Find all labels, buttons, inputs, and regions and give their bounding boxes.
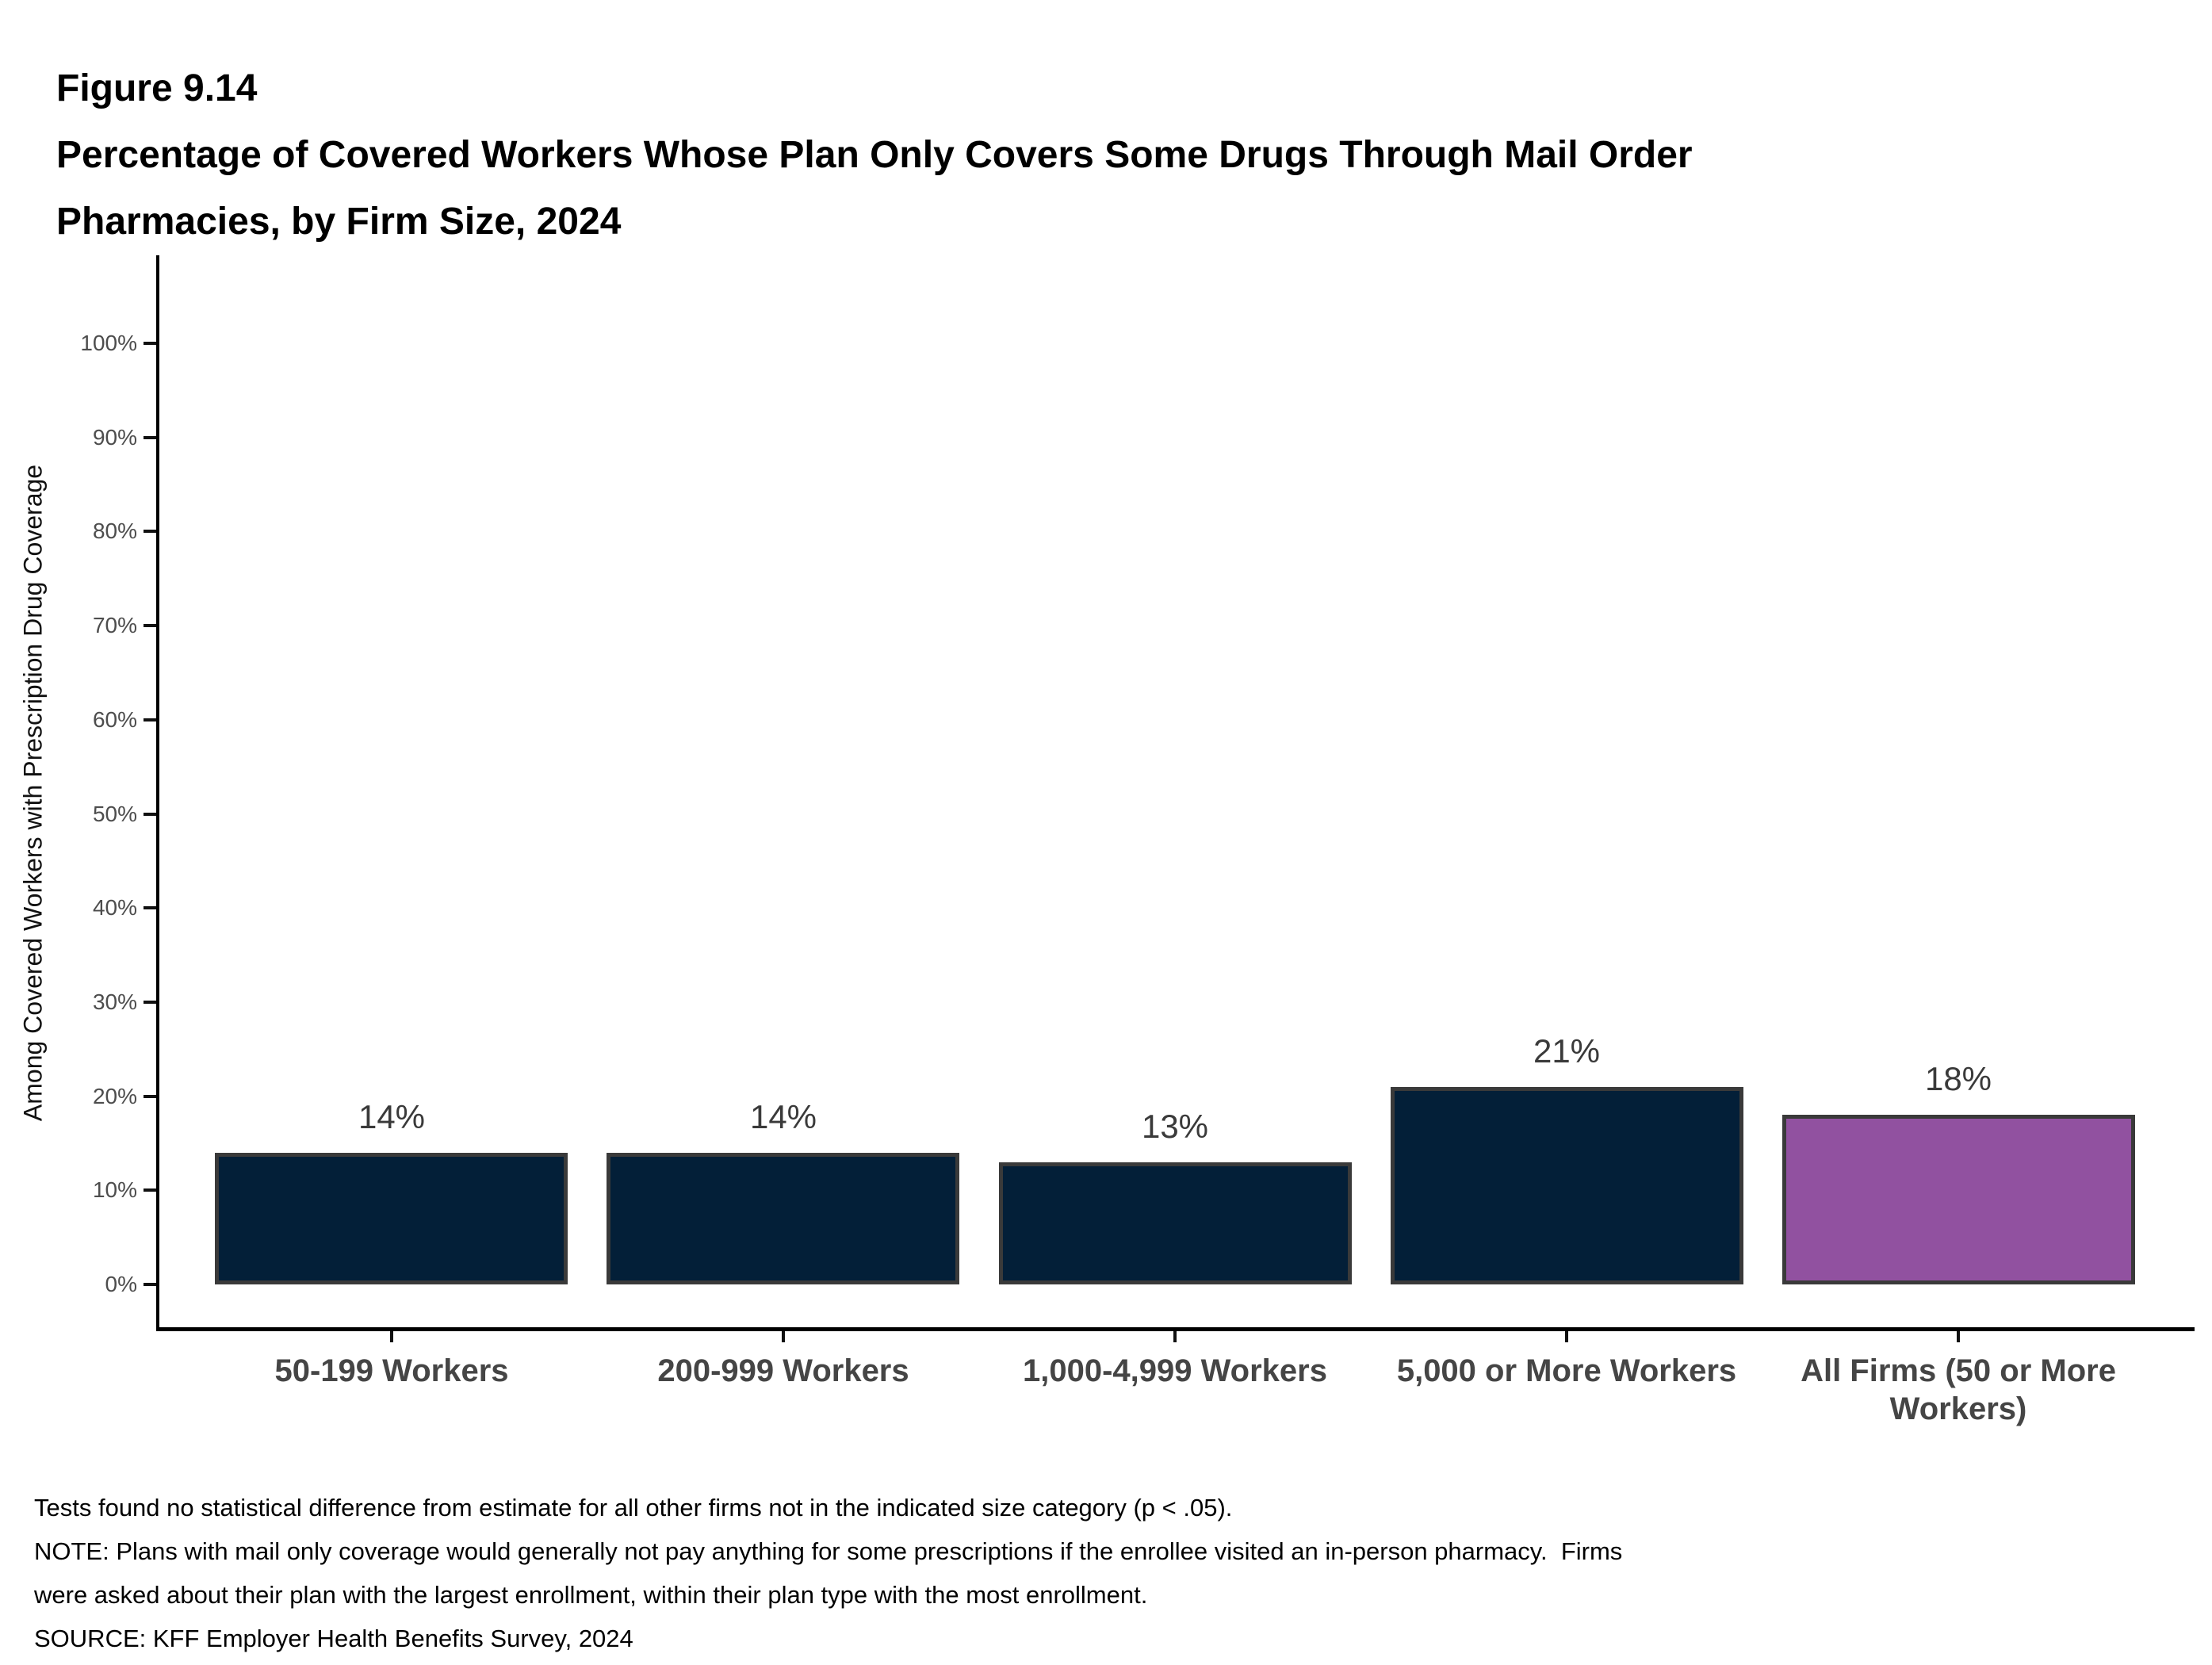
y-axis-tick	[144, 342, 156, 345]
y-axis-line	[156, 255, 159, 1331]
note-line-2: were asked about their plan with the lar…	[34, 1581, 1148, 1609]
x-axis-tick	[782, 1331, 785, 1342]
x-axis-tick	[390, 1331, 393, 1342]
y-tick-label: 90%	[92, 424, 137, 450]
x-category-label: 50-199 Workers	[274, 1353, 509, 1388]
y-axis-tick	[144, 718, 156, 722]
y-axis-tick	[144, 1283, 156, 1286]
chart-header: Figure 9.14 Percentage of Covered Worker…	[56, 56, 1693, 255]
bar-value-label: 14%	[358, 1098, 426, 1135]
bar-5	[1782, 1115, 2135, 1284]
note-line-1: NOTE: Plans with mail only coverage woul…	[34, 1537, 1623, 1565]
y-axis-tick	[144, 530, 156, 534]
x-category-label: 1,000-4,999 Workers	[1023, 1353, 1327, 1388]
y-axis-tick	[144, 906, 156, 910]
y-tick-label: 50%	[92, 801, 137, 826]
x-axis-tick	[1173, 1331, 1177, 1342]
y-axis-tick	[144, 812, 156, 816]
y-axis-tick	[144, 1094, 156, 1098]
y-tick-label: 10%	[92, 1177, 137, 1203]
bar-1	[215, 1153, 568, 1284]
x-axis-line	[156, 1327, 2195, 1331]
y-axis-tick	[144, 1188, 156, 1192]
chart-footer: Tests found no statistical difference fr…	[34, 1486, 1622, 1660]
y-tick-label: 30%	[92, 989, 137, 1014]
bar-3	[999, 1162, 1352, 1284]
y-axis-tick	[144, 435, 156, 439]
y-tick-label: 40%	[92, 895, 137, 921]
y-tick-label: 100%	[80, 331, 137, 355]
x-category-label: All Firms (50 or More Workers)	[1801, 1353, 2116, 1426]
x-category-label: 5,000 or More Workers	[1396, 1353, 1737, 1388]
y-tick-label: 60%	[92, 706, 137, 732]
bar-value-label: 21%	[1533, 1032, 1601, 1070]
x-axis-tick	[1957, 1331, 1960, 1342]
y-tick-label: 20%	[92, 1083, 137, 1108]
y-tick-label: 70%	[92, 613, 137, 638]
bar-2	[607, 1153, 959, 1284]
y-tick-label: 0%	[105, 1272, 137, 1296]
bar-4	[1391, 1087, 1743, 1284]
chart-title-line-1: Percentage of Covered Workers Whose Plan…	[56, 134, 1693, 176]
note-statistical-test: Tests found no statistical difference fr…	[34, 1494, 1233, 1521]
x-category-label: 200-999 Workers	[657, 1353, 909, 1388]
bar-value-label: 13%	[1141, 1108, 1209, 1145]
y-axis-tick	[144, 624, 156, 628]
y-tick-label: 80%	[92, 519, 137, 544]
bar-value-label: 18%	[1924, 1060, 1992, 1097]
bar-value-label: 14%	[749, 1098, 817, 1135]
chart-title-line-2: Pharmacies, by Firm Size, 2024	[56, 201, 622, 243]
source-line: SOURCE: KFF Employer Health Benefits Sur…	[34, 1625, 633, 1652]
y-axis-tick	[144, 1000, 156, 1004]
y-axis-title: Among Covered Workers with Prescription …	[18, 464, 48, 1122]
x-axis-tick	[1565, 1331, 1568, 1342]
figure-label: Figure 9.14	[56, 67, 258, 109]
